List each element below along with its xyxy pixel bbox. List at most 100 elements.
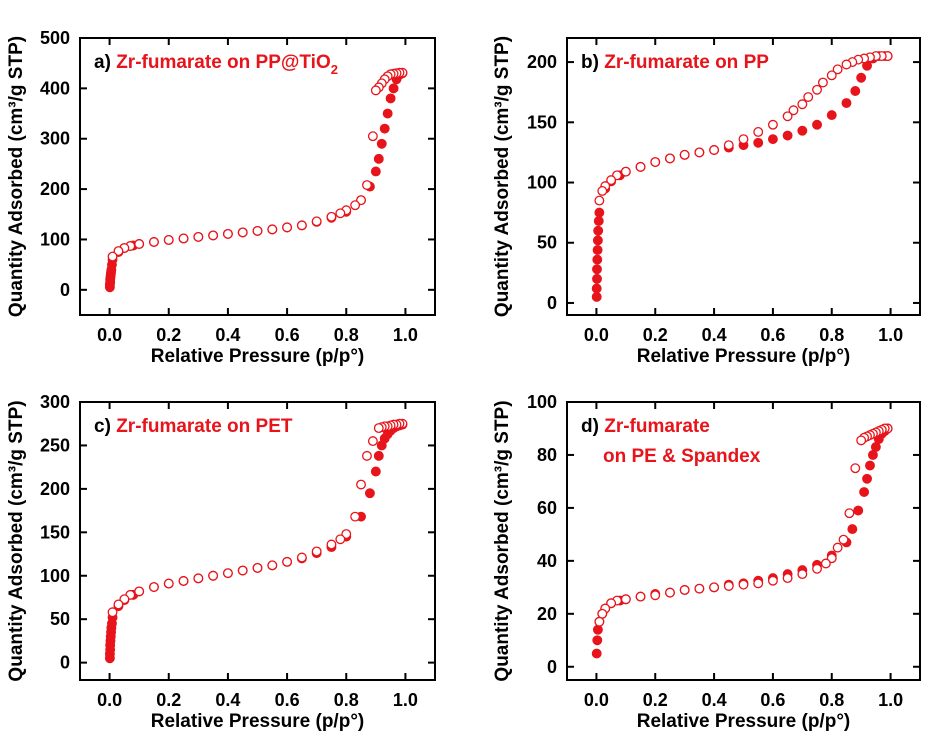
desorption-point [679,149,690,160]
desorption-point [767,119,778,130]
x-axis-title: Relative Pressure (p/p°) [637,711,851,732]
y-axis-title: Quantity Adsorbed (cm³/g STP) [6,400,27,681]
desorption-point [267,560,278,571]
adsorption-point [592,273,602,284]
adsorption-point [385,93,396,104]
desorption-point [163,578,174,589]
desorption-point [326,539,337,550]
desorption-point [650,590,661,601]
y-tick-label: 200 [527,52,557,72]
adsorption-point [593,216,604,227]
chart-panel-b: 0.0 0.2 0.4 0.6 0.8 1.0 0 50 100 150 200 Relative P… [492,36,921,367]
desorption-point [753,578,764,589]
panel-letter: d) [581,416,604,437]
adsorption-point [856,72,867,83]
desorption-point [222,228,233,239]
panel-title-line: c) Zr-fumarate on PET [94,416,293,437]
adsorption-point [370,166,381,177]
adsorption-point [373,153,384,164]
desorption-point [267,224,278,235]
desorption-point [665,153,675,164]
adsorption-point [753,137,764,148]
desorption-point [812,563,822,574]
plot-frame [566,401,921,681]
adsorption-point [841,98,852,108]
desorption-point [178,576,189,586]
desorption-point [820,558,831,569]
adsorption-point [388,83,399,94]
x-axis-title: Relative Pressure (p/p°) [151,711,365,732]
adsorption-point [592,635,603,646]
x-tick-label: 0.6 [760,325,785,345]
desorption-point [163,235,174,245]
panel-title-line: on PE & Spandex [603,446,761,467]
y-tick-label: 0 [60,653,70,673]
adsorption-point [593,225,604,236]
desorption-point [797,99,808,110]
desorption-point [326,211,337,222]
desorption-point [362,450,372,461]
desorption-point [350,511,361,522]
y-tick-label: 40 [537,551,557,571]
desorption-point [838,534,849,545]
x-tick-label: 0.8 [819,690,844,710]
panel-title: b) Zr-fumarate on PP [581,52,769,73]
adsorption-point [592,235,603,246]
x-tick-label: 0.4 [215,325,240,345]
x-tick-label: 0.0 [584,690,609,710]
x-tick-label: 0.2 [643,325,668,345]
adsorption-point [364,488,375,499]
desorption-point [594,195,605,206]
x-tick-label: 0.2 [156,690,181,710]
desorption-point [350,200,361,211]
adsorption-point [859,487,870,497]
adsorption-point [767,134,778,145]
sample-name-subscript: 2 [331,62,338,77]
desorption-point [282,222,293,233]
y-tick-label: 150 [527,112,557,132]
desorption-point [832,542,843,553]
y-tick-label: 0 [60,280,70,300]
desorption-point [767,575,778,586]
x-tick-label: 0.8 [334,325,359,345]
desorption-point [107,607,118,618]
desorption-point [709,582,720,593]
desorption-point [850,463,861,474]
chart-panel-c: 0.0 0.2 0.4 0.6 0.8 1.0 0 50 100 150 200 250 300 Rela… [6,392,436,732]
x-tick-label: 0.8 [819,325,844,345]
desorption-point [296,220,307,231]
desorption-point [797,569,808,580]
desorption-point [282,556,293,567]
adsorption-point [591,291,602,302]
desorption-point [782,573,793,584]
y-tick-label: 20 [537,604,557,624]
desorption-point [856,435,867,446]
y-tick-label: 200 [40,479,70,499]
adsorption-point [592,264,602,275]
x-axis-title: Relative Pressure (p/p°) [151,346,365,367]
x-tick-label: 0.0 [97,690,122,710]
plot-frame [79,37,436,316]
adsorption-point [592,624,603,635]
sample-name: Zr-fumarate on PP [604,52,769,73]
adsorption-point [370,466,381,477]
y-tick-label: 0 [547,293,557,313]
y-tick-label: 60 [537,498,557,518]
x-tick-label: 1.0 [393,690,418,710]
chart-panel-d: 0.0 0.2 0.4 0.6 0.8 1.0 0 20 40 60 80 100 Relative P… [492,392,921,732]
desorption-point [113,246,124,256]
desorption-series [594,51,893,206]
plot-frame [566,37,921,316]
desorption-point [222,568,233,579]
desorption-point [296,552,307,563]
desorption-point [620,166,631,177]
adsorption-point [797,125,808,136]
y-tick-label: 50 [50,609,70,629]
x-tick-label: 0.6 [275,325,300,345]
desorption-point [149,582,159,592]
desorption-point [311,216,322,227]
panel-letter: c) [94,416,116,437]
desorption-point [694,147,705,158]
adsorption-point [376,138,387,149]
